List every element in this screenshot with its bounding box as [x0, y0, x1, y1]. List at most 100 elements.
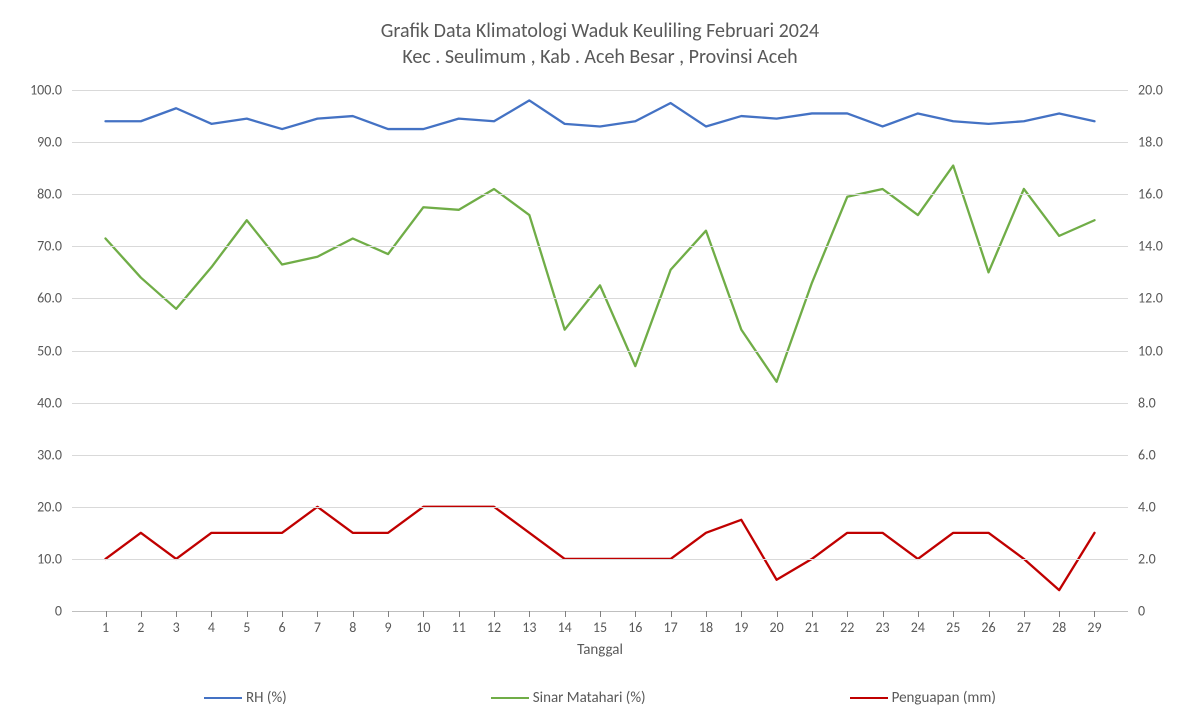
x-tick	[600, 611, 601, 617]
x-tick	[1024, 611, 1025, 617]
y-right-label: 16.0	[1138, 186, 1163, 203]
plot-area: Tanggal 0010.02.020.04.030.06.040.08.050…	[72, 90, 1128, 611]
x-label: 29	[1087, 619, 1101, 636]
legend-swatch	[491, 697, 529, 699]
x-label: 9	[385, 619, 392, 636]
x-tick	[1059, 611, 1060, 617]
x-tick	[353, 611, 354, 617]
gridline	[72, 90, 1128, 91]
x-tick	[317, 611, 318, 617]
y-left-label: 20.0	[37, 498, 62, 515]
x-tick	[741, 611, 742, 617]
legend-label: Sinar Matahari (%)	[533, 689, 646, 707]
x-tick	[777, 611, 778, 617]
y-left-label: 100.0	[30, 82, 62, 99]
x-label: 14	[558, 619, 572, 636]
gridline	[72, 351, 1128, 352]
x-label: 8	[349, 619, 356, 636]
x-label: 1	[102, 619, 109, 636]
x-tick	[494, 611, 495, 617]
x-label: 21	[805, 619, 819, 636]
y-left-label: 50.0	[37, 342, 62, 359]
x-tick	[565, 611, 566, 617]
x-tick	[883, 611, 884, 617]
x-label: 23	[875, 619, 889, 636]
y-right-label: 8.0	[1138, 394, 1156, 411]
x-label: 24	[911, 619, 925, 636]
legend-label: Penguapan (mm)	[892, 689, 996, 707]
y-right-label: 14.0	[1138, 238, 1163, 255]
y-left-label: 90.0	[37, 134, 62, 151]
x-axis-title: Tanggal	[72, 641, 1128, 659]
legend-item: Sinar Matahari (%)	[491, 689, 646, 707]
x-tick	[282, 611, 283, 617]
y-right-label: 2.0	[1138, 550, 1156, 567]
x-label: 7	[314, 619, 321, 636]
x-label: 27	[1017, 619, 1031, 636]
y-right-label: 0	[1138, 603, 1145, 620]
x-label: 26	[981, 619, 995, 636]
x-label: 22	[840, 619, 854, 636]
y-left-label: 80.0	[37, 186, 62, 203]
x-label: 2	[137, 619, 144, 636]
x-label: 28	[1052, 619, 1066, 636]
gridline	[72, 246, 1128, 247]
chart-title-line2: Kec . Seulimum , Kab . Aceh Besar , Prov…	[0, 44, 1200, 70]
x-label: 6	[279, 619, 286, 636]
gridline	[72, 142, 1128, 143]
x-tick	[459, 611, 460, 617]
x-label: 20	[769, 619, 783, 636]
x-tick	[106, 611, 107, 617]
y-left-label: 40.0	[37, 394, 62, 411]
x-label: 18	[699, 619, 713, 636]
x-tick	[211, 611, 212, 617]
legend-swatch	[850, 697, 888, 699]
x-tick	[706, 611, 707, 617]
y-left-label: 30.0	[37, 446, 62, 463]
y-left-label: 10.0	[37, 550, 62, 567]
x-label: 13	[522, 619, 536, 636]
gridline	[72, 559, 1128, 560]
x-tick	[953, 611, 954, 617]
x-tick	[635, 611, 636, 617]
chart-legend: RH (%) Sinar Matahari (%) Penguapan (mm)	[0, 689, 1200, 707]
gridline	[72, 194, 1128, 195]
chart-container: Grafik Data Klimatologi Waduk Keuliling …	[0, 0, 1200, 721]
x-label: 17	[664, 619, 678, 636]
y-left-label: 70.0	[37, 238, 62, 255]
x-label: 15	[593, 619, 607, 636]
x-tick	[671, 611, 672, 617]
legend-item: RH (%)	[204, 689, 287, 707]
series-line	[106, 100, 1095, 129]
legend-swatch	[204, 697, 242, 699]
y-left-label: 60.0	[37, 290, 62, 307]
x-tick	[989, 611, 990, 617]
y-right-label: 12.0	[1138, 290, 1163, 307]
y-right-label: 20.0	[1138, 82, 1163, 99]
series-line	[106, 507, 1095, 590]
chart-title-line1: Grafik Data Klimatologi Waduk Keuliling …	[0, 18, 1200, 44]
x-tick	[388, 611, 389, 617]
x-tick	[812, 611, 813, 617]
y-right-label: 6.0	[1138, 446, 1156, 463]
x-label: 5	[243, 619, 250, 636]
gridline	[72, 403, 1128, 404]
x-label: 4	[208, 619, 215, 636]
series-line	[106, 166, 1095, 382]
x-label: 11	[452, 619, 466, 636]
gridline	[72, 455, 1128, 456]
x-tick	[141, 611, 142, 617]
x-tick	[1094, 611, 1095, 617]
x-tick	[847, 611, 848, 617]
x-tick	[176, 611, 177, 617]
x-label: 10	[416, 619, 430, 636]
x-tick	[918, 611, 919, 617]
y-right-label: 4.0	[1138, 498, 1156, 515]
x-label: 16	[628, 619, 642, 636]
legend-label: RH (%)	[246, 689, 287, 707]
legend-item: Penguapan (mm)	[850, 689, 996, 707]
x-label: 12	[487, 619, 501, 636]
x-tick	[247, 611, 248, 617]
gridline	[72, 507, 1128, 508]
y-right-label: 18.0	[1138, 134, 1163, 151]
